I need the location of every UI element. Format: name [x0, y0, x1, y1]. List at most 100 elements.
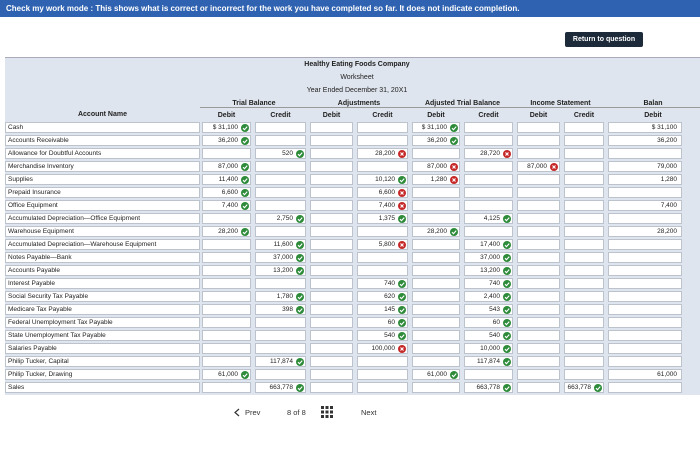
amount-cell: 4,125 [464, 213, 513, 224]
amount-cell [608, 187, 682, 198]
column-group: Balan [606, 100, 700, 108]
amount-cell [310, 369, 353, 380]
account-name: Salaries Payable [5, 343, 200, 354]
account-name: Office Equipment [5, 200, 200, 211]
amount-cell [517, 174, 560, 185]
amount-cell [310, 252, 353, 263]
amount-cell [255, 317, 306, 328]
page-indicator: 8 of 8 [287, 408, 306, 417]
amount-cell [517, 304, 560, 315]
amount-cell [310, 200, 353, 211]
account-name: Allowance for Doubtful Accounts [5, 148, 200, 159]
amount-cell [517, 278, 560, 289]
amount-cell [464, 161, 513, 172]
amount-cell: 740 [464, 278, 513, 289]
check-icon [503, 241, 511, 249]
check-icon [450, 137, 458, 145]
check-icon [503, 306, 511, 314]
check-icon [398, 215, 406, 223]
amount-cell [608, 330, 682, 341]
amount-cell [517, 343, 560, 354]
amount-cell [517, 187, 560, 198]
amount: 13,200 [273, 267, 293, 274]
amount: 117,874 [476, 358, 500, 365]
amount-cell: 61,000 [202, 369, 251, 380]
amount-cell [310, 278, 353, 289]
prev-chevron[interactable] [234, 408, 240, 417]
check-icon [398, 332, 406, 340]
amount-cell [202, 317, 251, 328]
amount: 36,200 [218, 137, 238, 144]
account-name: Interest Payable [5, 278, 200, 289]
amount-cell [357, 161, 408, 172]
account-name: Merchandise Inventory [5, 161, 200, 172]
amount-cell [255, 187, 306, 198]
amount-cell: 1,280 [608, 174, 682, 185]
amount-cell [464, 135, 513, 146]
amount-cell [517, 135, 560, 146]
grid-icon[interactable] [321, 406, 333, 418]
amount-cell [564, 369, 604, 380]
amount-cell: 2,400 [464, 291, 513, 302]
column-group: Trial Balance [200, 100, 308, 108]
amount: 1,280 [430, 176, 447, 183]
amount: 36,200 [427, 137, 447, 144]
amount-cell [310, 122, 353, 133]
amount: 540 [384, 332, 395, 339]
amount-cell: 1,375 [357, 213, 408, 224]
column-group: Income Statement [515, 100, 606, 108]
amount-cell [517, 122, 560, 133]
check-icon [296, 293, 304, 301]
amount-cell: $ 31,100 [202, 122, 251, 133]
amount-cell [564, 174, 604, 185]
amount: 520 [282, 150, 293, 157]
amount-cell: 543 [464, 304, 513, 315]
account-name: Cash [5, 122, 200, 133]
amount-cell [357, 252, 408, 263]
amount: 740 [384, 280, 395, 287]
check-icon [398, 176, 406, 184]
amount-cell [310, 356, 353, 367]
amount-cell [412, 187, 460, 198]
amount-cell: 13,200 [464, 265, 513, 276]
amount: 145 [384, 306, 395, 313]
amount: 10,120 [375, 176, 395, 183]
amount-cell [464, 122, 513, 133]
amount-cell [255, 226, 306, 237]
amount-cell [517, 265, 560, 276]
next-button[interactable]: Next [361, 408, 377, 417]
amount-cell [564, 187, 604, 198]
period: Year Ended December 31, 20X1 [306, 87, 408, 94]
account-name: Accumulated Depreciation—Office Equipmen… [5, 213, 200, 224]
amount-cell: 117,874 [464, 356, 513, 367]
amount-cell [564, 278, 604, 289]
amount-cell [608, 148, 682, 159]
amount-cell [564, 148, 604, 159]
amount-cell [202, 356, 251, 367]
amount: 2,750 [276, 215, 293, 222]
amount-cell [412, 382, 460, 393]
check-icon [241, 202, 249, 210]
check-icon [296, 384, 304, 392]
amount-cell: 36,200 [202, 135, 251, 146]
notice-bar: Check my work mode : This shows what is … [0, 0, 700, 17]
prev-button[interactable]: Prev [245, 408, 261, 417]
amount-cell: 17,400 [464, 239, 513, 250]
account-name: State Unemployment Tax Payable [5, 330, 200, 341]
amount-cell: $ 31,100 [412, 122, 460, 133]
amount-cell [310, 304, 353, 315]
amount-cell: 7,400 [608, 200, 682, 211]
amount: 11,400 [218, 176, 238, 183]
return-button[interactable]: Return to question [565, 32, 643, 47]
amount-cell [412, 317, 460, 328]
amount-cell: 663,778 [564, 382, 604, 393]
cross-icon [398, 202, 406, 210]
amount-cell [412, 148, 460, 159]
column-header: Debit [217, 112, 236, 119]
amount-cell [564, 343, 604, 354]
check-icon [241, 163, 249, 171]
amount-cell: 740 [357, 278, 408, 289]
amount: 5,800 [378, 241, 395, 248]
amount-cell: 87,000 [412, 161, 460, 172]
cross-icon [450, 176, 458, 184]
